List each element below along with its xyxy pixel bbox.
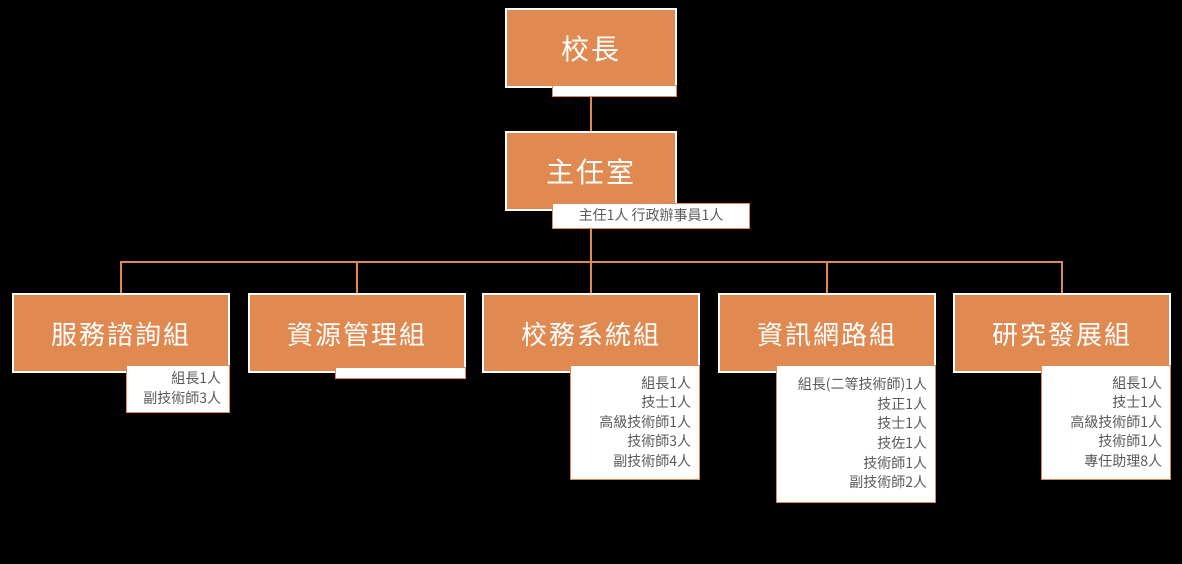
detail-dept-rnd: 組長1人技士1人高級技術師1人技術師1人專任助理8人 — [1041, 365, 1171, 480]
detail-line: 高級技術師1人 — [599, 413, 691, 433]
detail-line: 高級技術師1人 — [1070, 413, 1162, 433]
detail-line: 技術師3人 — [627, 432, 691, 452]
node-label: 主任室 — [546, 151, 636, 191]
node-label: 資訊網路組 — [757, 315, 897, 352]
detail-line: 技佐1人 — [877, 434, 927, 454]
detail-line: 專任助理8人 — [1084, 452, 1162, 472]
detail-line: 技士1人 — [1112, 393, 1162, 413]
node-label: 資源管理組 — [287, 315, 427, 352]
detail-line: 技術師1人 — [863, 454, 927, 474]
node-dept-rnd: 研究發展組 — [953, 293, 1171, 373]
detail-dept-school: 組長1人技士1人高級技術師1人技術師3人副技術師4人 — [570, 365, 700, 480]
detail-line: 副技術師3人 — [143, 389, 221, 409]
node-dept-network: 資訊網路組 — [718, 293, 936, 373]
detail-dept-service: 組長1人副技術師3人 — [126, 365, 230, 413]
detail-line: 組長1人 — [1112, 374, 1162, 394]
node-dept-school: 校務系統組 — [482, 293, 700, 373]
node-label: 研究發展組 — [992, 315, 1132, 352]
node-dept-resource: 資源管理組 — [248, 293, 466, 373]
detail-line: 技術師1人 — [1098, 432, 1162, 452]
detail-line: 技士1人 — [641, 393, 691, 413]
node-label: 校長 — [561, 28, 621, 68]
detail-principal — [552, 85, 677, 97]
detail-line: 技正1人 — [877, 395, 927, 415]
node-label: 服務諮詢組 — [51, 315, 191, 352]
detail-dept-resource — [335, 367, 466, 379]
org-chart-stage: 校長 主任室 主任1人 行政辦事員1人 服務諮詢組 組長1人副技術師3人 資源管… — [0, 0, 1182, 564]
detail-line: 技士1人 — [877, 414, 927, 434]
node-director: 主任室 — [505, 131, 677, 211]
node-principal: 校長 — [505, 8, 677, 88]
node-dept-service: 服務諮詢組 — [12, 293, 230, 373]
detail-line: 主任1人 行政辦事員1人 — [579, 206, 724, 226]
detail-line: 組長(二等技術師)1人 — [798, 375, 927, 395]
detail-line: 組長1人 — [641, 374, 691, 394]
node-label: 校務系統組 — [521, 315, 661, 352]
detail-director: 主任1人 行政辦事員1人 — [552, 203, 750, 229]
detail-dept-network: 組長(二等技術師)1人技正1人技士1人技佐1人技術師1人副技術師2人 — [776, 365, 936, 503]
detail-line: 副技術師2人 — [849, 473, 927, 493]
detail-line: 組長1人 — [171, 369, 221, 389]
detail-line: 副技術師4人 — [613, 452, 691, 472]
